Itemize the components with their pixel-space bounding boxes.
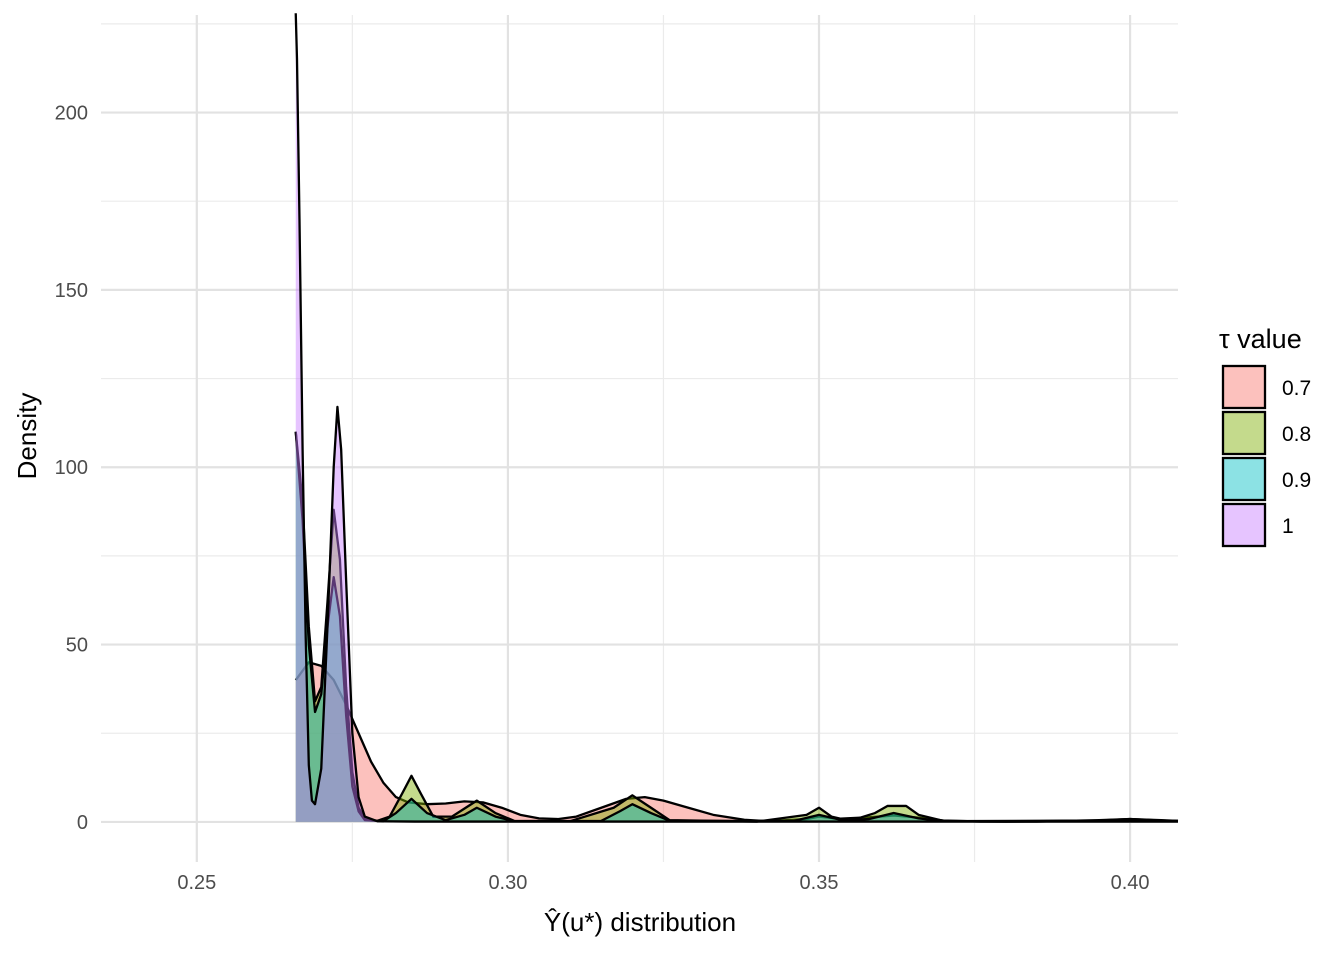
density-fill (295, 13, 1178, 822)
density-fill (295, 431, 1178, 822)
major-gridlines (101, 15, 1178, 862)
legend-item-1: 1 (1221, 502, 1294, 548)
legend-swatch (1221, 456, 1267, 502)
y-tick-label: 150 (55, 280, 88, 302)
y-tick-label: 100 (55, 457, 88, 479)
legend-key-bg (1223, 366, 1265, 408)
legend-label: 1 (1282, 515, 1294, 538)
x-tick-label: 0.25 (177, 872, 216, 894)
density-fill (295, 662, 1178, 822)
legend-items: 0.7 0.8 0.9 1 (1221, 364, 1311, 548)
density-curve (294, 661, 1179, 823)
x-axis-tick-labels: 0.25 0.30 0.35 0.40 (177, 872, 1149, 894)
legend-label: 0.9 (1282, 469, 1311, 492)
density-curve (294, 431, 1179, 823)
x-axis-title: Ŷ(u*) distribution (544, 907, 736, 937)
legend-key-bg (1223, 412, 1265, 454)
legend-item-0.8: 0.8 (1221, 410, 1311, 456)
legend-item-0.7: 0.7 (1221, 364, 1311, 410)
x-tick-label: 0.40 (1111, 872, 1150, 894)
density-curve (294, 431, 1179, 823)
x-tick-label: 0.35 (800, 872, 839, 894)
density-series-0.7 (294, 661, 1179, 823)
minor-gridlines (101, 15, 1178, 862)
density-fill (295, 431, 1178, 822)
y-tick-label: 200 (55, 103, 88, 125)
legend-swatch (1221, 364, 1267, 410)
legend-swatch (1221, 502, 1267, 548)
legend-item-0.9: 0.9 (1221, 456, 1311, 502)
x-tick-label: 0.30 (488, 872, 527, 894)
y-tick-label: 0 (77, 812, 88, 834)
density-areas (294, 13, 1179, 823)
y-tick-label: 50 (66, 635, 88, 657)
legend: τ value 0.7 0.8 0.9 1 (1219, 324, 1311, 548)
legend-title: τ value (1219, 324, 1302, 354)
legend-key-bg (1223, 458, 1265, 500)
y-axis-tick-labels: 0 50 100 150 200 (55, 103, 88, 834)
density-curve (294, 13, 1178, 823)
y-axis-title: Density (12, 393, 42, 480)
density-series-1 (294, 13, 1178, 823)
density-series-0.9 (294, 431, 1179, 823)
legend-label: 0.8 (1282, 423, 1311, 446)
legend-key-bg (1223, 504, 1265, 546)
legend-swatch (1221, 410, 1267, 456)
density-series-0.8 (294, 431, 1179, 823)
legend-label: 0.7 (1282, 377, 1311, 400)
